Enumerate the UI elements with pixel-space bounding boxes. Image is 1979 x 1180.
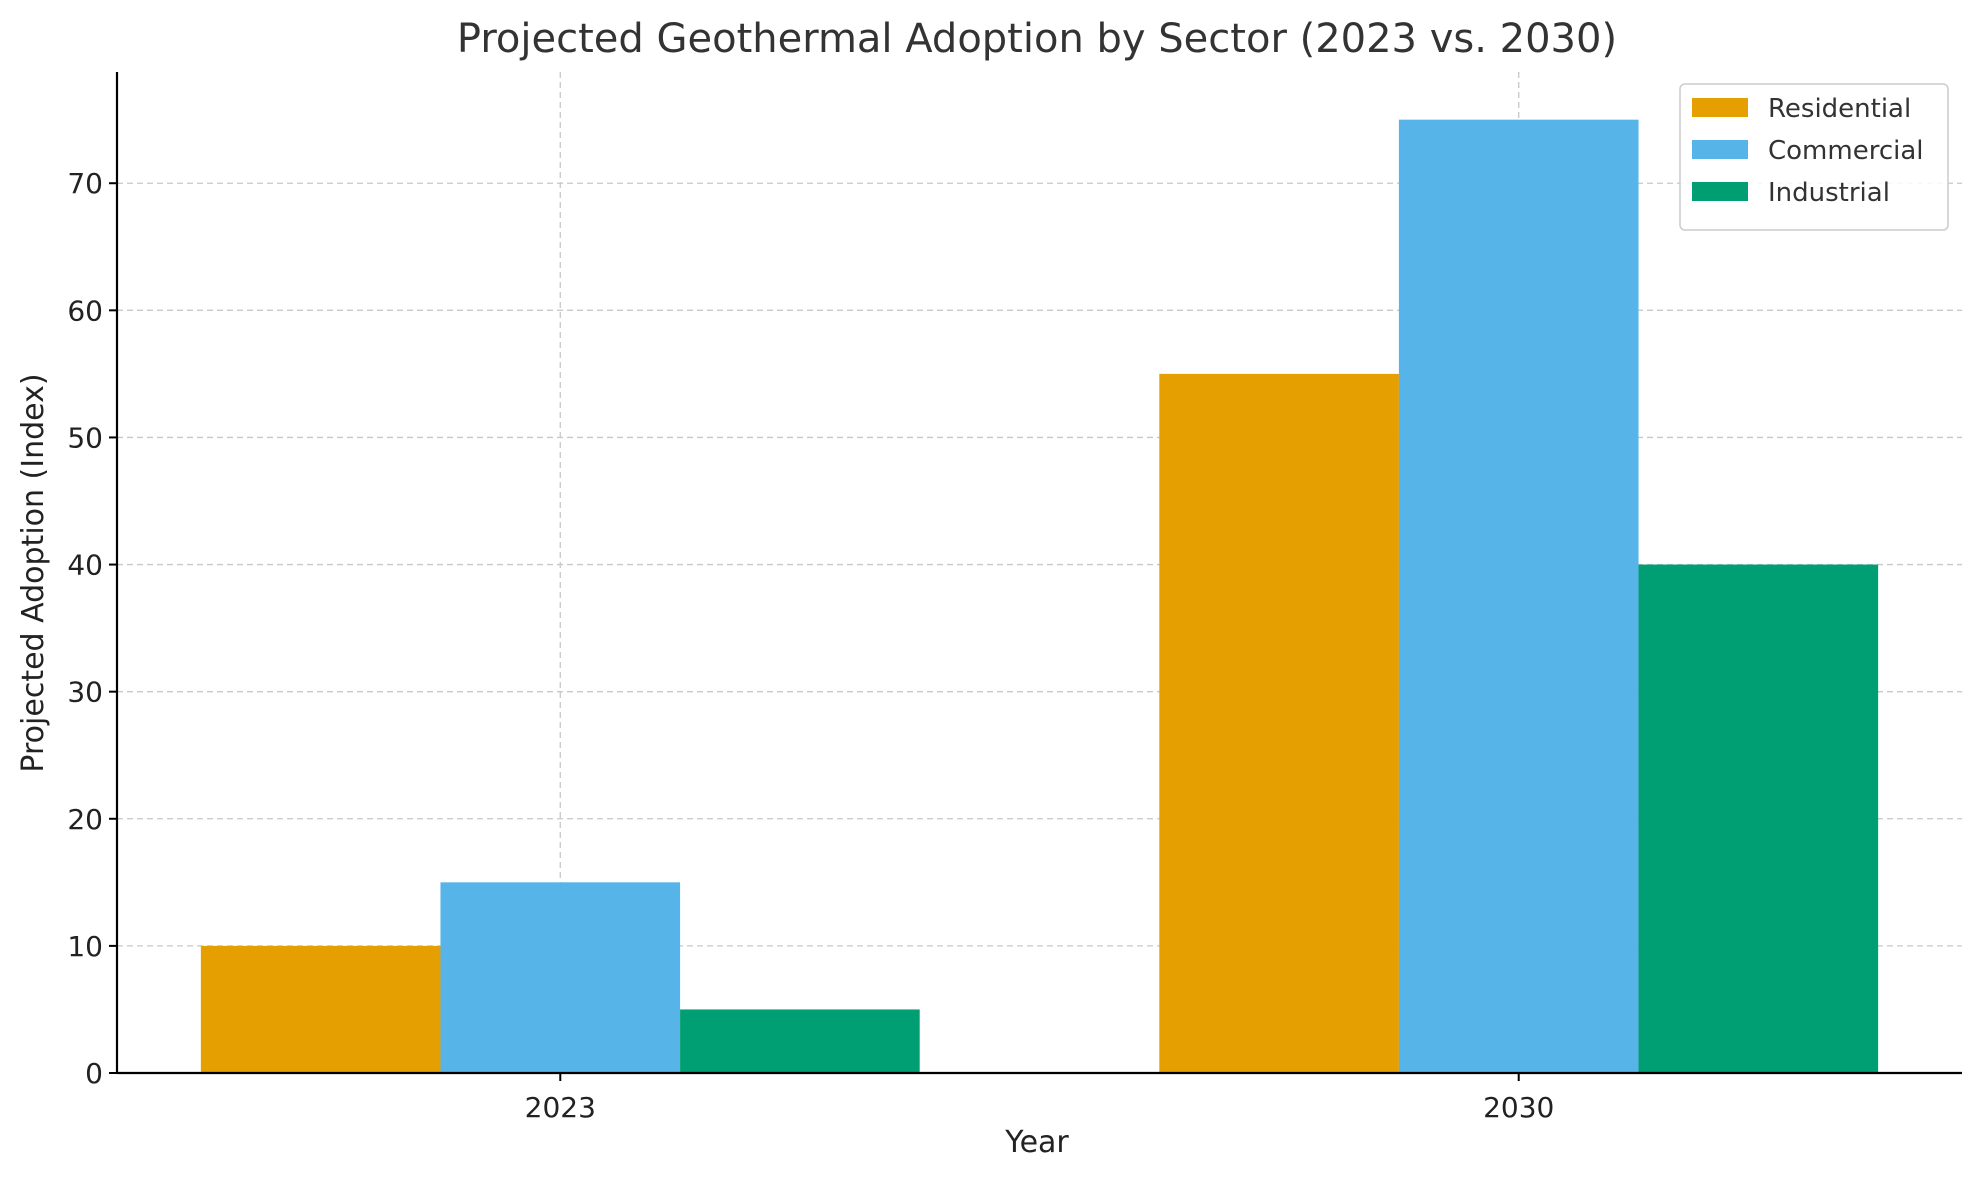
legend-label-industrial: Industrial bbox=[1768, 178, 1890, 208]
bar-residential-2030 bbox=[1159, 373, 1399, 1073]
x-tick-label: 2030 bbox=[1483, 1091, 1554, 1124]
y-tick-label: 30 bbox=[67, 676, 103, 709]
bar-residential-2023 bbox=[200, 945, 441, 1073]
y-axis-label: Projected Adoption (Index) bbox=[16, 373, 51, 772]
legend-swatch-industrial bbox=[1692, 182, 1748, 201]
y-tick-label: 60 bbox=[67, 294, 103, 327]
legend-label-commercial: Commercial bbox=[1768, 136, 1924, 166]
y-tick-label: 70 bbox=[67, 167, 103, 200]
bars bbox=[200, 119, 1879, 1073]
x-tick-label: 2023 bbox=[525, 1091, 596, 1124]
legend-swatch-commercial bbox=[1692, 140, 1748, 159]
x-axis-label: Year bbox=[1004, 1125, 1069, 1160]
axes bbox=[115, 72, 1962, 1075]
legend-swatch-residential bbox=[1692, 98, 1748, 117]
y-tick-label: 20 bbox=[67, 803, 103, 836]
y-tick-label: 0 bbox=[85, 1057, 103, 1090]
chart-title: Projected Geothermal Adoption by Sector … bbox=[457, 16, 1617, 62]
y-tick-label: 40 bbox=[67, 549, 103, 582]
bar-industrial-2023 bbox=[680, 1009, 920, 1073]
bar-industrial-2030 bbox=[1638, 564, 1879, 1073]
y-tick-label: 50 bbox=[67, 421, 103, 454]
legend: Residential Commercial Industrial bbox=[1679, 83, 1949, 231]
bar-commercial-2030 bbox=[1398, 119, 1639, 1073]
bar-commercial-2023 bbox=[440, 882, 681, 1073]
legend-label-residential: Residential bbox=[1768, 94, 1911, 124]
y-tick-label: 10 bbox=[67, 930, 103, 963]
